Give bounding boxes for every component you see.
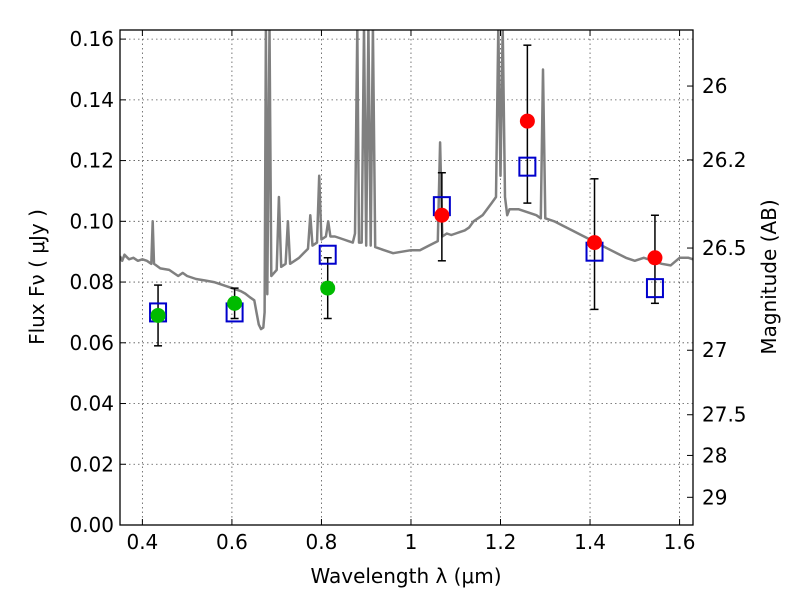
plot-area bbox=[120, 30, 693, 347]
magnitude-tick-label: 28 bbox=[702, 443, 727, 467]
model-square-marker bbox=[645, 278, 664, 299]
x-tick-label: 1 bbox=[405, 530, 418, 554]
y-tick-label: 0.10 bbox=[69, 209, 114, 233]
x-tick-label: 1.2 bbox=[485, 530, 517, 554]
magnitude-axis: 26 26.2 26.5 27 27.5 28 29 bbox=[687, 74, 747, 509]
magnitude-tick-label: 27.5 bbox=[702, 403, 747, 427]
magnitude-tick-label: 26 bbox=[702, 74, 727, 98]
magnitude-tick-label: 26.2 bbox=[702, 148, 747, 172]
y-tick-label: 0.16 bbox=[69, 27, 114, 51]
y-tick-label: 0.12 bbox=[69, 149, 114, 173]
y-axis: 0.00 0.02 0.04 0.06 0.08 0.10 0.12 0.14 0.16 bbox=[69, 27, 126, 537]
spectrum-line bbox=[120, 30, 693, 331]
plot-frame bbox=[119, 29, 694, 526]
model-square-marker bbox=[518, 156, 537, 177]
x-axis-label: Wavelength λ (μm) bbox=[310, 564, 501, 588]
x-tick-label: 1.4 bbox=[574, 530, 606, 554]
x-tick-label: 0.4 bbox=[126, 530, 158, 554]
x-tick-label: 1.6 bbox=[664, 530, 696, 554]
magnitude-tick-label: 27 bbox=[702, 338, 727, 362]
red-point-marker bbox=[647, 250, 663, 266]
red-point-marker bbox=[519, 113, 535, 129]
y-tick-label: 0.04 bbox=[69, 392, 114, 416]
model-square-marker bbox=[318, 244, 337, 265]
green-point-marker bbox=[227, 295, 243, 311]
green-point-marker bbox=[320, 280, 336, 296]
right-axis-label: Magnitude (AB) bbox=[757, 199, 781, 354]
magnitude-tick-label: 29 bbox=[702, 485, 727, 509]
y-tick-label: 0.06 bbox=[69, 331, 114, 355]
x-tick-label: 0.8 bbox=[306, 530, 338, 554]
red-point-marker bbox=[587, 235, 603, 251]
x-tick-label: 0.6 bbox=[216, 530, 248, 554]
grid-lines bbox=[120, 30, 693, 526]
green-point-marker bbox=[150, 307, 166, 323]
y-axis-label: Flux Fν ( μJy ) bbox=[25, 209, 49, 345]
red-point-marker bbox=[434, 207, 450, 223]
magnitude-tick-label: 26.5 bbox=[702, 236, 747, 260]
y-tick-label: 0.08 bbox=[69, 270, 114, 294]
y-tick-label: 0.14 bbox=[69, 88, 114, 112]
y-tick-label: 0.00 bbox=[69, 513, 114, 537]
x-axis: 0.4 0.6 0.8 1 1.2 1.4 1.6 bbox=[126, 30, 695, 554]
y-tick-label: 0.02 bbox=[69, 452, 114, 476]
